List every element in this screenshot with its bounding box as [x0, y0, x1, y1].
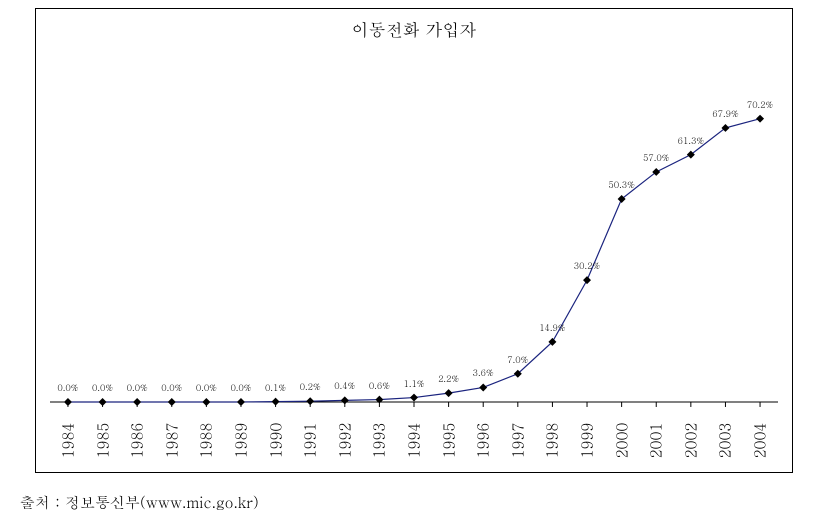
source-prefix: 출처 : [20, 492, 65, 513]
data-marker [410, 394, 418, 402]
data-label: 0.0% [92, 381, 113, 394]
x-tick-label: 1992 [334, 423, 355, 459]
data-label: 0.0% [57, 381, 78, 394]
x-tick-label: 1998 [542, 423, 563, 459]
data-label: 1.1% [403, 377, 424, 390]
x-tick-label: 1988 [196, 423, 217, 459]
data-label: 3.6% [473, 366, 494, 379]
x-tick-label: 1984 [57, 423, 78, 459]
data-marker [583, 276, 591, 284]
x-tick-label: 1997 [507, 423, 528, 459]
x-tick-label: 1993 [369, 423, 390, 459]
data-marker [445, 389, 453, 397]
data-label: 7.0% [507, 353, 528, 366]
x-tick-label: 1991 [300, 423, 321, 459]
x-tick-label: 2001 [646, 423, 667, 459]
line-chart-svg [50, 49, 778, 402]
data-label: 70.2% [747, 98, 773, 111]
data-label: 0.6% [369, 379, 390, 392]
data-label: 57.0% [643, 151, 669, 164]
plot-area: 1984198519861987198819891990199119921993… [50, 49, 778, 402]
x-tick-label: 1994 [404, 423, 425, 459]
source-text: 정보통신부(www.mic.go.kr) [65, 492, 259, 513]
data-label: 0.0% [230, 381, 251, 394]
data-marker [479, 383, 487, 391]
data-label: 14.9% [539, 321, 565, 334]
data-label: 0.0% [127, 381, 148, 394]
x-tick-label: 2002 [680, 423, 701, 459]
data-label: 61.3% [678, 134, 704, 147]
chart-title: 이동전화 가입자 [36, 17, 792, 41]
data-label: 0.4% [334, 379, 355, 392]
data-marker [756, 115, 764, 123]
x-tick-label: 1986 [127, 423, 148, 459]
x-tick-label: 1989 [230, 423, 251, 459]
x-tick-label: 1995 [438, 423, 459, 459]
data-label: 2.2% [438, 372, 459, 385]
data-label: 0.2% [300, 380, 321, 393]
x-tick-label: 1996 [473, 423, 494, 459]
x-tick-label: 1990 [265, 423, 286, 459]
chart-frame: 이동전화 가입자 1984 1985 1986 1987 1988 1989 1990 199… [35, 8, 793, 473]
data-label: 50.3% [608, 178, 634, 191]
x-tick-label: 1987 [161, 423, 182, 459]
x-tick-label: 2000 [611, 423, 632, 459]
data-label: 0.0% [196, 381, 217, 394]
x-tick-label: 2003 [715, 423, 736, 459]
x-tick-label: 2004 [750, 423, 771, 459]
data-label: 0.1% [265, 381, 286, 394]
data-label: 0.0% [161, 381, 182, 394]
x-tick-label: 1999 [577, 423, 598, 459]
data-label: 30.2% [574, 259, 600, 272]
x-tick-label: 1985 [92, 423, 113, 459]
x-axis-labels: 1984 1985 1986 1987 1988 1989 1990 1991 1992 1993… [50, 402, 778, 462]
data-label: 67.9% [712, 107, 738, 120]
source-citation: 출처 : 정보통신부(www.mic.go.kr) [20, 492, 259, 513]
